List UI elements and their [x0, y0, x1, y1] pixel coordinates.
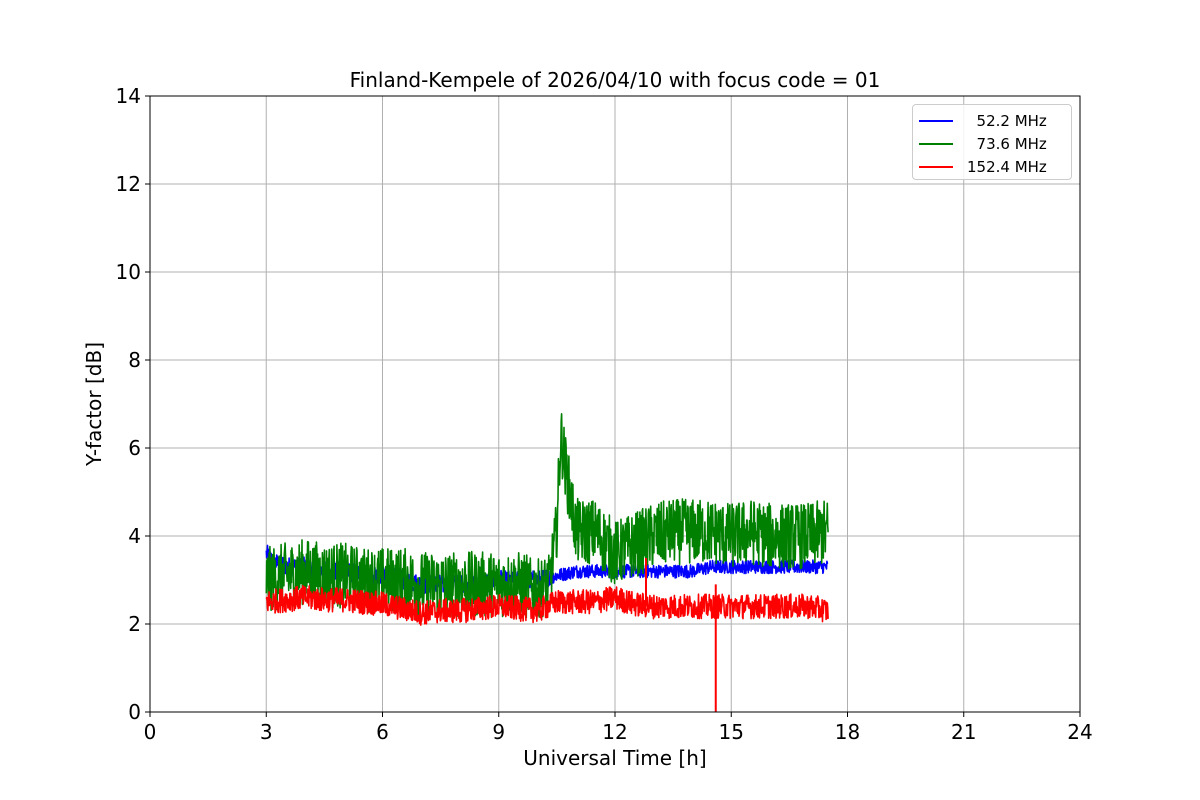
x-tick-label: 12	[602, 720, 627, 744]
y-tick-label: 10	[116, 260, 141, 284]
legend-item-52-2-mhz: 52.2 MHz	[913, 109, 1071, 132]
y-tick-label: 2	[128, 612, 141, 636]
legend-label: 73.6 MHz	[967, 134, 1047, 153]
x-tick-label: 15	[719, 720, 744, 744]
x-axis-label: Universal Time [h]	[523, 746, 707, 770]
x-tick-label: 3	[260, 720, 273, 744]
legend-label: 152.4 MHz	[967, 157, 1047, 176]
y-tick-label: 4	[128, 524, 141, 548]
x-tick-label: 9	[492, 720, 505, 744]
series-line-73-6-mhz	[265, 413, 829, 619]
y-tick-label: 0	[128, 700, 141, 724]
grid	[149, 95, 1081, 713]
series-line-152-4-mhz	[265, 584, 829, 626]
series-layer	[265, 413, 829, 712]
x-tick-label: 21	[951, 720, 976, 744]
legend-swatch-73-6-mhz	[919, 142, 953, 145]
y-tick-label: 12	[116, 172, 141, 196]
legend-swatch-52-2-mhz	[919, 119, 953, 122]
y-tick-label: 8	[128, 348, 141, 372]
legend: 52.2 MHz 73.6 MHz 152.4 MHz	[912, 104, 1072, 180]
y-tick-label: 14	[116, 84, 141, 108]
chart-title: Finland-Kempele of 2026/04/10 with focus…	[349, 68, 881, 92]
y-axis-label: Y-factor [dB]	[82, 341, 106, 467]
legend-swatch-152-4-mhz	[919, 165, 953, 168]
legend-item-152-4-mhz: 152.4 MHz	[913, 155, 1071, 178]
x-tick-label: 18	[835, 720, 860, 744]
legend-label: 52.2 MHz	[967, 111, 1047, 130]
x-tick-label: 6	[376, 720, 389, 744]
x-tick-label: 24	[1067, 720, 1092, 744]
legend-item-73-6-mhz: 73.6 MHz	[913, 132, 1071, 155]
x-tick-label: 0	[144, 720, 157, 744]
y-tick-label: 6	[128, 436, 141, 460]
